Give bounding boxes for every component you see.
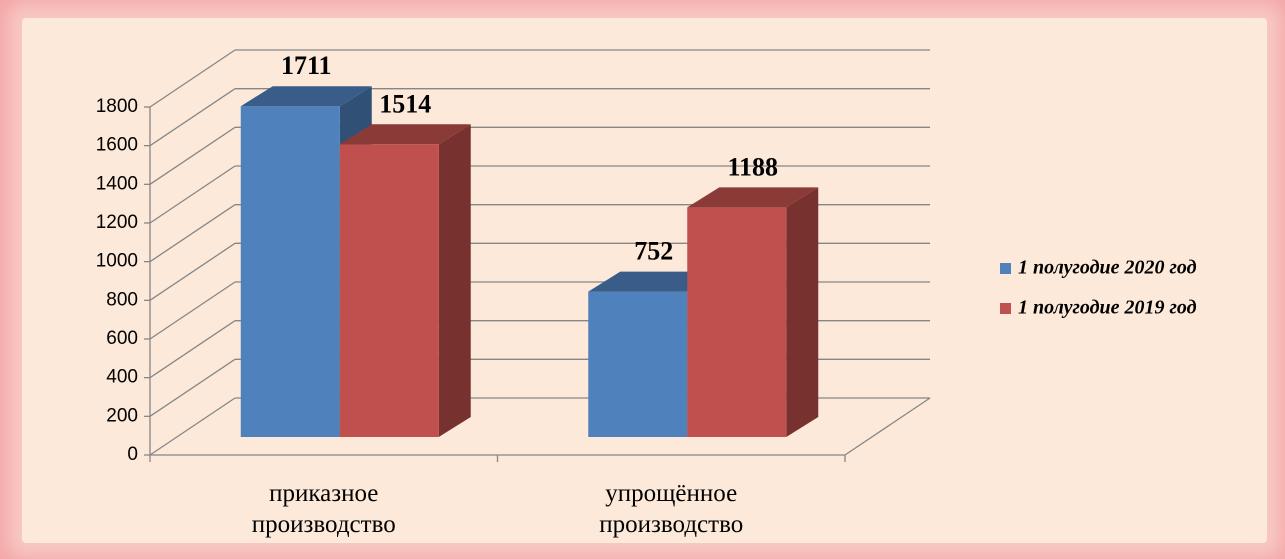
y-tick-label: 200 [106,405,138,426]
floor-line [844,397,931,456]
x-tick-label: приказное производство [251,480,396,538]
bar-top [339,124,471,145]
bar-top [687,187,819,208]
y-tick-label: 1400 [96,173,138,194]
grid-line [149,320,236,379]
y-tick-label: 0 [127,444,138,465]
value-label: 1711 [281,51,332,80]
value-label: 1514 [379,89,431,118]
bar-side [786,187,819,437]
y-tick-label: 1200 [96,212,138,233]
legend-swatch [1000,263,1011,274]
x-tick-label: упрощённое производство [599,480,744,538]
y-tick-label: 400 [106,367,138,388]
bar-side [438,124,471,437]
grid-line [149,281,236,340]
y-tick-label: 1000 [96,251,138,272]
bar [339,144,439,437]
bar [240,106,340,437]
bar [588,291,688,437]
bar-top [240,86,372,107]
grid-line [149,126,236,185]
legend-label: 1 полугодие 2020 год [1018,257,1197,279]
legend-label: 1 полугодие 2019 год [1018,297,1197,319]
y-tick-label: 1800 [96,96,138,117]
value-label: 1188 [727,152,778,181]
y-tick-label: 600 [106,328,138,349]
y-tick-label: 800 [106,289,138,310]
bar-top [588,271,720,292]
value-label: 752 [634,237,673,266]
legend-swatch [1000,303,1011,314]
grid-line [149,165,236,224]
grid-line [149,204,236,263]
grid-line [149,242,236,301]
grid-line [149,88,236,147]
bar [687,207,787,437]
grid-line [149,397,236,456]
grid-line [149,358,236,417]
y-tick-label: 1600 [96,135,138,156]
grid-line [149,49,236,108]
